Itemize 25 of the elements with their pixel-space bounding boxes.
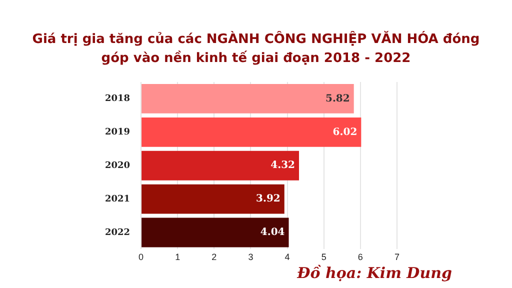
x-tick-label: 1 — [175, 252, 180, 262]
y-tick-label: 2022 — [104, 228, 130, 238]
x-tick-label: 6 — [358, 252, 363, 262]
bar — [142, 218, 289, 248]
x-tick-label: 4 — [284, 252, 290, 262]
x-tick-label: 5 — [321, 252, 326, 262]
text: Đồ họa: Kim Dung — [297, 264, 452, 282]
x-tick-label: 7 — [394, 252, 400, 262]
y-tick-label: 2018 — [104, 94, 130, 104]
data-label: 3.92 — [256, 194, 280, 205]
y-tick-label: 2019 — [104, 128, 130, 138]
y-tick-label: 2021 — [104, 194, 130, 204]
data-label: 4.04 — [260, 227, 285, 238]
bar — [142, 117, 362, 147]
data-label: 5.82 — [325, 93, 350, 104]
chart-title: Giá trị gia tăng của các NGÀNH CÔNG NGHIỆP VĂN HÓA đóng góp vào nền kinh tế giai đoạn 2018 - 2022 — [31, 30, 481, 68]
bar — [142, 184, 284, 214]
bar — [142, 84, 354, 114]
x-tick-label: 0 — [138, 252, 144, 262]
data-label: 4.32 — [270, 160, 296, 172]
x-tick-label: 3 — [248, 252, 254, 262]
x-tick-label: 2 — [212, 252, 217, 262]
y-tick-label: 2020 — [104, 160, 130, 171]
bar — [142, 150, 300, 180]
data-label: 6.02 — [332, 126, 358, 138]
